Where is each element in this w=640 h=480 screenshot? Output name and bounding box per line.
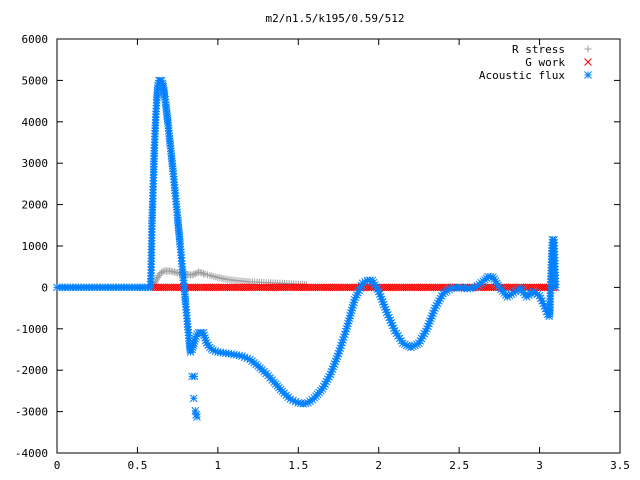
legend-marker — [584, 45, 592, 53]
plot-frame — [56, 38, 621, 454]
y-tick-label: 0 — [41, 281, 48, 294]
x-tick-label: 0.5 — [127, 459, 147, 472]
data-point — [190, 372, 199, 381]
x-tick-label: 2 — [375, 459, 382, 472]
legend-label: Acoustic flux — [479, 69, 565, 82]
x-tick-label: 0 — [54, 459, 61, 472]
y-tick-label: 3000 — [22, 157, 49, 170]
y-tick-label: -4000 — [15, 447, 48, 460]
x-tick-label: 3.5 — [610, 459, 630, 472]
data-point — [191, 270, 199, 278]
data-point — [190, 270, 198, 278]
data-point — [392, 329, 401, 338]
y-tick-label: -1000 — [15, 323, 48, 336]
legend-label: G work — [525, 56, 565, 69]
data-marks — [53, 76, 560, 421]
data-point — [199, 270, 207, 278]
data-point — [189, 394, 198, 403]
x-tick-label: 2.5 — [449, 459, 469, 472]
data-point — [551, 283, 560, 292]
series-3 — [188, 372, 201, 421]
legend-marker — [584, 58, 592, 66]
y-tick-label: -3000 — [15, 406, 48, 419]
y-tick-label: 6000 — [22, 33, 49, 46]
y-tick-label: 4000 — [22, 116, 49, 129]
data-point — [198, 269, 206, 277]
data-point — [170, 268, 178, 276]
y-tick-label: 2000 — [22, 199, 49, 212]
x-tick-label: 1 — [215, 459, 222, 472]
y-tick-label: 1000 — [22, 240, 49, 253]
x-tick-label: 3 — [536, 459, 543, 472]
legend-marker — [584, 71, 592, 79]
y-tick-label: 5000 — [22, 74, 49, 87]
data-point — [154, 273, 162, 281]
chart-title: m2/n1.5/k195/0.59/512 — [265, 12, 404, 25]
x-tick-label: 1.5 — [288, 459, 308, 472]
data-point — [193, 413, 201, 421]
data-point — [158, 268, 166, 276]
axes: 6000 5000 4000 3000 2000 1000 0 -1000 -2000 -3000… — [15, 33, 630, 472]
legend-label: R stress — [512, 43, 565, 56]
data-point — [188, 271, 196, 279]
series-2 — [53, 76, 560, 408]
data-point — [169, 267, 177, 275]
y-tick-label: -2000 — [15, 364, 48, 377]
